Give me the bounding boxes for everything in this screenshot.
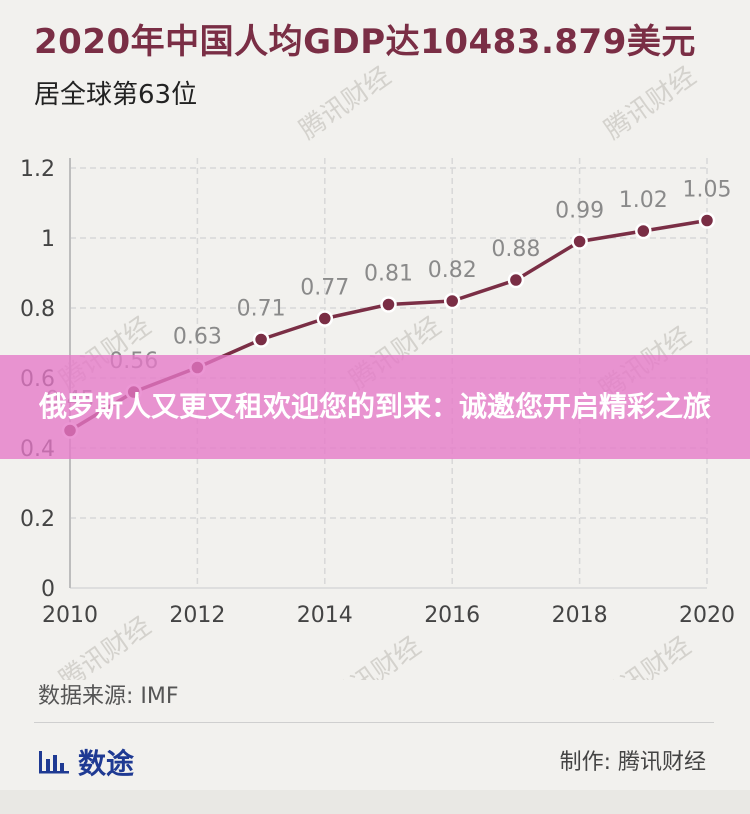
y-tick-label: 1: [41, 227, 55, 252]
line-chart: 腾讯财经腾讯财经腾讯财经腾讯财经腾讯财经腾讯财经腾讯财经腾讯财经00.20.40…: [20, 61, 735, 680]
bottom-strip: [0, 790, 750, 814]
banner-text: 俄罗斯人又更又租欢迎您的到来：诚邀您开启精彩之旅: [38, 390, 711, 423]
x-tick-label: 2018: [552, 603, 608, 628]
data-label: 0.99: [555, 199, 604, 224]
data-source: 数据来源: IMF: [38, 684, 179, 709]
brand-name: 数途: [78, 747, 135, 780]
data-label: 0.71: [237, 297, 286, 322]
bar-chart-icon: [38, 749, 70, 775]
y-tick-label: 0.8: [20, 297, 55, 322]
data-point: [316, 310, 334, 327]
chart-title: 2020年中国人均GDP达10483.879美元: [34, 22, 696, 62]
data-point: [380, 296, 397, 313]
y-tick-label: 1.2: [20, 157, 55, 182]
watermark-0: 腾讯财经: [294, 61, 396, 145]
data-point: [571, 233, 588, 250]
watermark-7: 腾讯财经: [594, 631, 696, 680]
data-label: 1.05: [683, 178, 732, 203]
x-tick-label: 2016: [424, 603, 480, 628]
data-point: [507, 271, 525, 289]
chart-subtitle: 居全球第63位: [34, 80, 198, 110]
data-point: [443, 292, 461, 310]
data-point: [252, 331, 270, 348]
watermark-1: 腾讯财经: [599, 61, 701, 145]
data-label: 0.82: [428, 258, 477, 283]
data-point: [635, 222, 652, 240]
footer-divider: [34, 722, 714, 723]
data-label: 0.88: [491, 237, 540, 262]
x-tick-label: 2020: [679, 603, 735, 628]
data-label: 0.77: [300, 276, 349, 301]
watermark-6: 腾讯财经: [324, 631, 426, 680]
promo-banner[interactable]: 俄罗斯人又更又租欢迎您的到来：诚邀您开启精彩之旅: [0, 355, 750, 459]
data-label: 1.02: [619, 188, 668, 213]
x-tick-label: 2012: [169, 603, 225, 628]
y-tick-label: 0: [41, 577, 55, 602]
data-point: [698, 212, 716, 229]
y-tick-label: 0.2: [20, 507, 55, 532]
data-label: 0.63: [173, 325, 222, 350]
brand-logo: 数途: [38, 742, 134, 782]
credit-text: 制作: 腾讯财经: [559, 750, 706, 775]
x-tick-label: 2010: [42, 603, 98, 628]
x-tick-label: 2014: [297, 603, 353, 628]
data-label: 0.81: [364, 262, 413, 287]
